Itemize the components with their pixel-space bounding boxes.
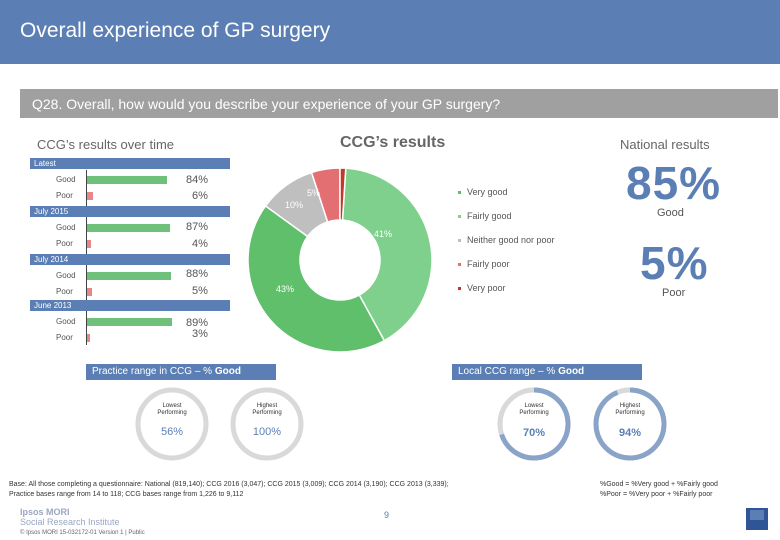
local-lowest-label: Lowest Performing bbox=[519, 403, 549, 416]
bar-good-2013 bbox=[87, 318, 172, 326]
period-header-2013: June 2013 bbox=[30, 300, 230, 311]
donut-slice-very-poor bbox=[339, 167, 347, 221]
legend-item-very-good: Very good bbox=[458, 187, 508, 197]
pct-poor-latest: 6% bbox=[192, 190, 208, 202]
donut-slice-fairly-good bbox=[341, 167, 433, 342]
ipsos-badge-icon bbox=[746, 508, 768, 530]
row-label-poor: Poor bbox=[56, 333, 73, 342]
local-highest-label: Highest Performing bbox=[615, 403, 645, 416]
legend-label: Fairly poor bbox=[467, 259, 510, 269]
pct-good-2014: 88% bbox=[186, 268, 209, 280]
definitions-note: %Good = %Very good + %Fairly good %Poor … bbox=[600, 480, 778, 500]
bar-good-latest bbox=[87, 176, 167, 184]
def-poor: %Poor = %Very poor + %Fairly poor bbox=[600, 491, 713, 498]
row-label-poor: Poor bbox=[56, 287, 73, 296]
ring-fill bbox=[499, 387, 571, 461]
national-good-value: 85% bbox=[626, 157, 722, 209]
bar-poor-2014 bbox=[87, 288, 92, 296]
pct-good-2015: 87% bbox=[186, 221, 209, 233]
ring-track bbox=[230, 387, 304, 461]
practice-highest-value: 100% bbox=[252, 426, 282, 438]
local-highest-value: 94% bbox=[618, 427, 642, 439]
ccg-results-heading: CCG’s results bbox=[340, 134, 446, 151]
def-good: %Good = %Very good + %Fairly good bbox=[600, 481, 718, 488]
local-highest-ring bbox=[593, 387, 667, 461]
legend-item-fairly-poor: Fairly poor bbox=[458, 259, 510, 269]
badge-inner-shape bbox=[750, 510, 764, 520]
practice-range-title: Practice range in CCG – % bbox=[92, 366, 215, 377]
pct-poor-2013: 3% bbox=[192, 328, 208, 340]
donut-chart bbox=[247, 167, 433, 353]
legend-item-neither: Neither good nor poor bbox=[458, 235, 555, 245]
local-range-title-bold: Good bbox=[558, 366, 585, 377]
practice-range-header: Practice range in CCG – % Good bbox=[86, 364, 276, 380]
copyright: © Ipsos MORI 15-032172-01 Version 1 | Pu… bbox=[20, 530, 145, 536]
legend-label: Neither good nor poor bbox=[467, 235, 555, 245]
over-time-panel: Latest Good 84% Poor 6% July 2015 Good 8… bbox=[30, 158, 230, 348]
page-number: 9 bbox=[384, 510, 390, 520]
donut-label-fairly-poor: 5% bbox=[307, 188, 321, 198]
practice-range-title-bold: Good bbox=[214, 366, 241, 377]
national-results-heading: National results bbox=[620, 137, 710, 152]
row-label-good: Good bbox=[56, 317, 76, 326]
local-lowest-ring bbox=[497, 387, 571, 461]
ipsos-logo: Ipsos MORI Social Research Institute bbox=[20, 507, 120, 527]
legend-item-fairly-good: Fairly good bbox=[458, 211, 512, 221]
practice-highest-ring bbox=[230, 387, 304, 461]
practice-lowest-ring bbox=[135, 387, 209, 461]
donut-label-very-good: 43% bbox=[276, 284, 295, 294]
practice-lowest-value: 56% bbox=[160, 426, 184, 438]
period-header-2015: July 2015 bbox=[30, 206, 230, 217]
row-label-poor: Poor bbox=[56, 239, 73, 248]
ring-track bbox=[135, 387, 209, 461]
row-label-good: Good bbox=[56, 223, 76, 232]
question-text: Q28. Overall, how would you describe you… bbox=[32, 96, 501, 112]
practice-highest-label: Highest Performing bbox=[252, 403, 282, 416]
base-line-2: Practice bases range from 14 to 118; CCG… bbox=[9, 491, 244, 498]
logo-line-1: Ipsos MORI bbox=[20, 507, 70, 517]
national-poor-value: 5% bbox=[640, 237, 709, 289]
ring-fill bbox=[593, 387, 667, 461]
local-lowest-value: 70% bbox=[522, 427, 546, 439]
bar-poor-latest bbox=[87, 192, 93, 200]
bar-poor-2015 bbox=[87, 240, 91, 248]
bar-good-2014 bbox=[87, 272, 171, 280]
national-poor-label: Poor bbox=[662, 287, 686, 299]
logo-line-2: Social Research Institute bbox=[20, 517, 120, 527]
local-range-title: Local CCG range – % bbox=[458, 366, 559, 377]
legend-item-very-poor: Very poor bbox=[458, 283, 506, 293]
legend-swatch bbox=[458, 239, 461, 243]
legend-swatch bbox=[458, 191, 461, 195]
legend-swatch bbox=[458, 263, 461, 267]
title-bar bbox=[0, 0, 780, 64]
period-header-latest: Latest bbox=[30, 158, 230, 169]
period-header-2014: July 2014 bbox=[30, 254, 230, 265]
page-title: Overall experience of GP surgery bbox=[20, 19, 331, 42]
base-line-1: Base: All those completing a questionnai… bbox=[9, 481, 449, 488]
national-good-label: Good bbox=[657, 207, 684, 219]
local-range-header: Local CCG range – % Good bbox=[452, 364, 642, 380]
base-note: Base: All those completing a questionnai… bbox=[9, 480, 599, 500]
donut-label-neither: 10% bbox=[285, 200, 304, 210]
donut-label-fairly-good: 41% bbox=[374, 229, 393, 239]
row-label-good: Good bbox=[56, 271, 76, 280]
pct-poor-2015: 4% bbox=[192, 238, 208, 250]
bar-good-2015 bbox=[87, 224, 170, 232]
donut-slice-very-good bbox=[247, 204, 386, 353]
over-time-heading: CCG’s results over time bbox=[37, 137, 175, 152]
legend-swatch bbox=[458, 287, 461, 291]
pct-good-2013: 89% bbox=[186, 317, 209, 329]
practice-lowest-label: Lowest Performing bbox=[157, 403, 187, 416]
legend-label: Fairly good bbox=[467, 211, 512, 221]
legend-label: Very poor bbox=[467, 283, 506, 293]
legend-swatch bbox=[458, 215, 461, 219]
legend-label: Very good bbox=[467, 187, 508, 197]
row-label-poor: Poor bbox=[56, 191, 73, 200]
row-label-good: Good bbox=[56, 175, 76, 184]
pct-good-latest: 84% bbox=[186, 174, 209, 186]
question-bar bbox=[20, 89, 778, 118]
bar-poor-2013 bbox=[87, 334, 90, 342]
pct-poor-2014: 5% bbox=[192, 285, 208, 297]
